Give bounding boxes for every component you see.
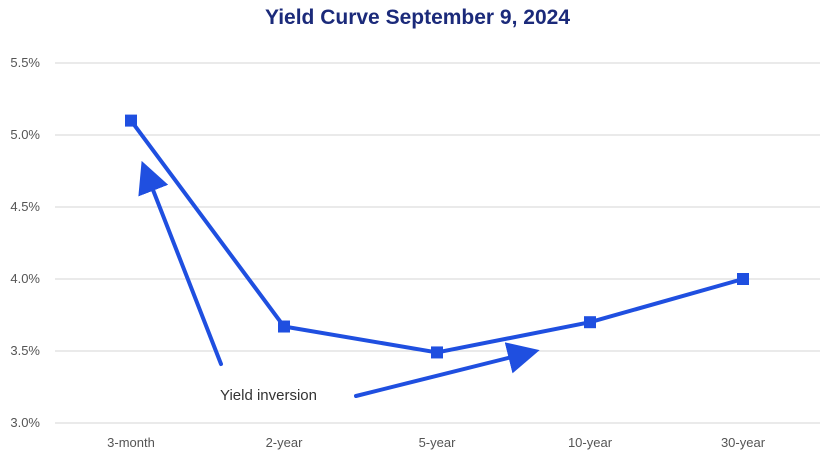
data-point-marker	[278, 320, 290, 333]
annotation-arrow	[138, 160, 223, 366]
y-axis-tick-labels: 5.5% 5.0% 4.5% 4.0% 3.5% 3.0%	[10, 55, 40, 430]
annotation-arrow	[354, 342, 540, 398]
grid-lines	[55, 62, 820, 424]
y-tick-label: 4.0%	[10, 271, 40, 286]
series-layer	[125, 114, 749, 359]
x-tick-label: 3-month	[107, 435, 155, 450]
x-tick-label: 2-year	[266, 435, 304, 450]
data-point-marker	[737, 273, 749, 285]
x-axis-tick-labels: 3-month 2-year 5-year 10-year 30-year	[107, 435, 766, 450]
x-tick-label: 5-year	[419, 435, 457, 450]
data-point-marker	[431, 346, 443, 359]
y-tick-label: 4.5%	[10, 199, 40, 214]
data-point-marker	[125, 114, 137, 127]
chart-title: Yield Curve September 9, 2024	[264, 6, 571, 29]
y-tick-label: 3.0%	[10, 415, 40, 430]
annotation-layer: Yield inversion	[138, 160, 540, 404]
series-line	[129, 118, 745, 355]
annotation-label: Yield inversion	[220, 387, 317, 404]
x-tick-label: 30-year	[721, 435, 766, 450]
y-tick-label: 5.0%	[10, 127, 40, 142]
y-tick-label: 3.5%	[10, 343, 40, 358]
y-tick-label: 5.5%	[10, 55, 40, 70]
x-tick-label: 10-year	[568, 435, 613, 450]
data-point-marker	[584, 316, 596, 329]
